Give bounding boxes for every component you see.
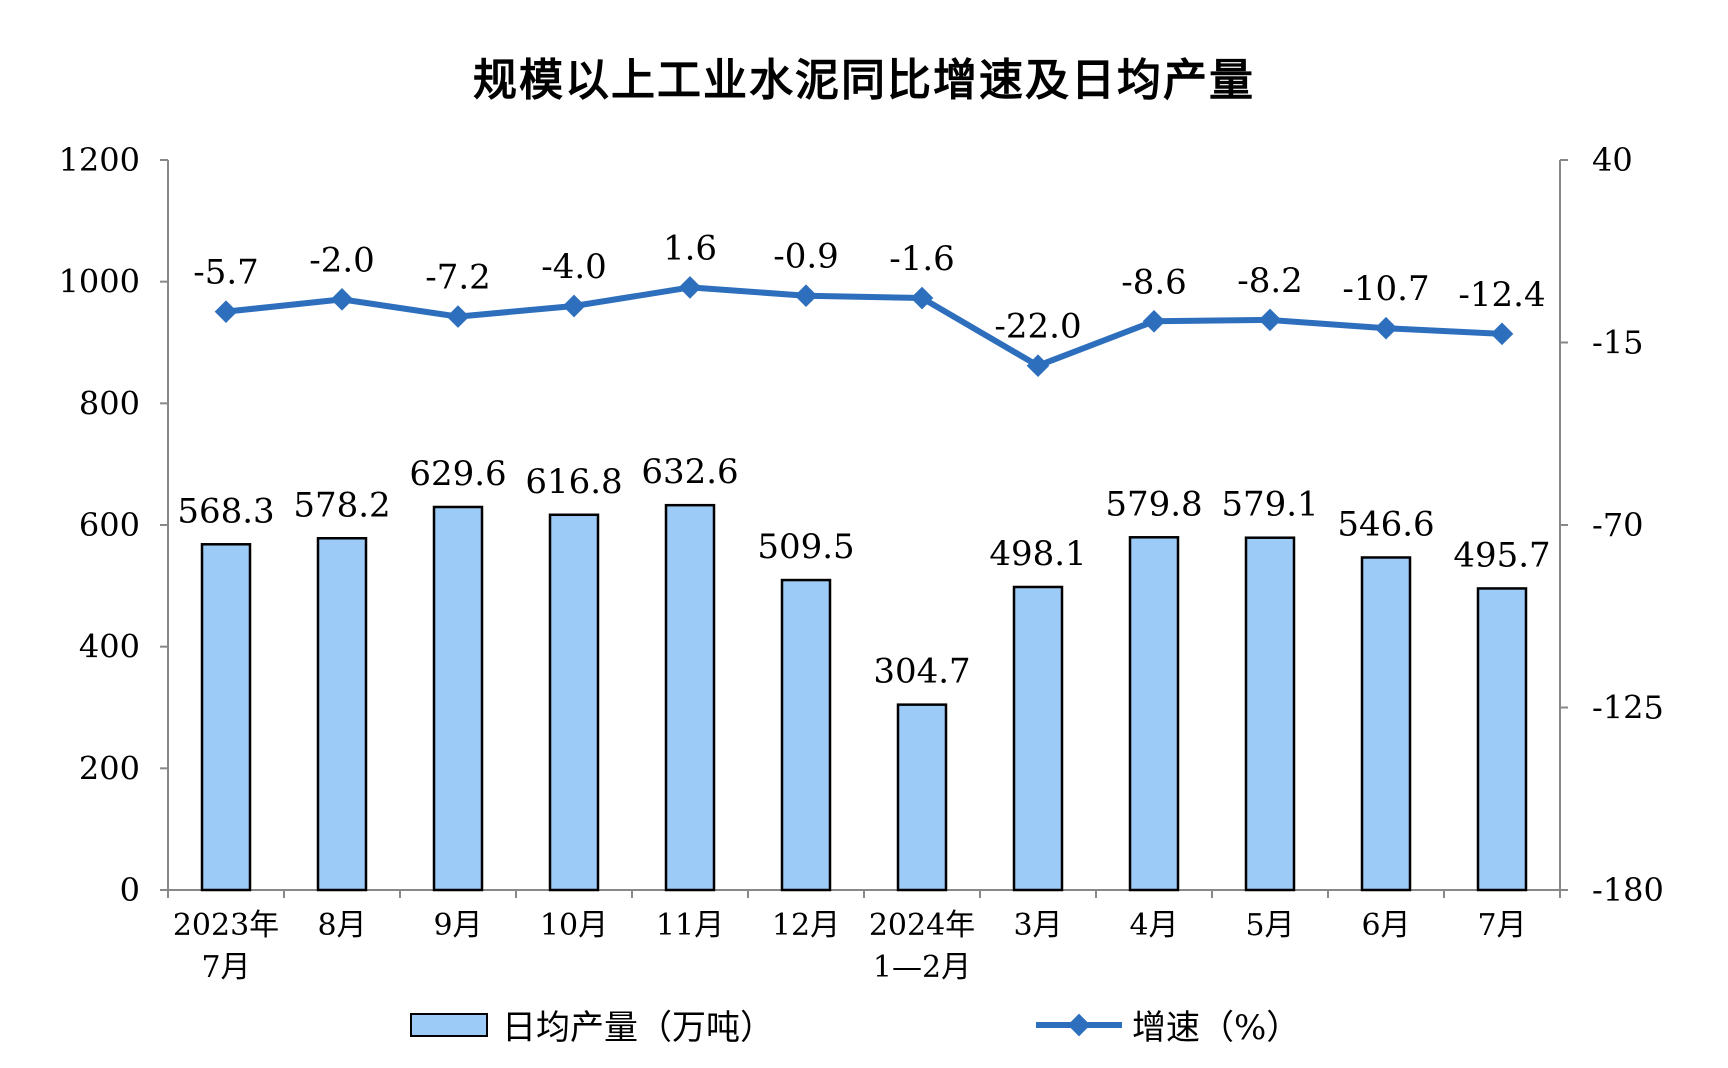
legend-bar-label: 日均产量（万吨） [502, 1008, 774, 1048]
bar [316, 537, 368, 892]
legend-line-swatch [1036, 1013, 1122, 1036]
left-tick-label: 1000 [59, 263, 140, 301]
x-tick-label: 5月 [1245, 908, 1294, 943]
bar [200, 543, 252, 892]
line-data-label: -7.2 [425, 258, 491, 298]
bar-data-label: 579.1 [1221, 485, 1318, 525]
line-point [1490, 322, 1514, 346]
left-tick-label: 400 [79, 628, 140, 666]
line-data-label: 1.6 [663, 228, 717, 268]
x-tick-label: 10月 [540, 908, 608, 943]
bar [780, 578, 832, 892]
line-point [214, 300, 238, 323]
line-series [214, 276, 1514, 378]
line-point [1258, 308, 1282, 332]
bar [432, 505, 484, 892]
chart-title: 规模以上工业水泥同比增速及日均产量 [473, 55, 1255, 106]
bar-labels: 568.3 578.2 629.6 616.8 632.6 509.5 304.7 498.1… [177, 452, 1550, 691]
line-data-label: -12.4 [1458, 275, 1545, 315]
left-tick-label: 600 [79, 506, 140, 544]
line-point [446, 305, 470, 328]
x-tick-label: 4月 [1129, 908, 1178, 943]
bar [1244, 536, 1296, 892]
axes: 0 200 400 600 800 1000 1200 -180 -125 -70 -15 40 [59, 141, 1664, 909]
line-labels: -5.7 -2.0 -7.2 -4.0 1.6 -0.9 -1.6 -22.0 -8.6 -8.2… [193, 228, 1545, 346]
left-tick-label: 1200 [59, 141, 140, 179]
x-tick-label: 12月 [772, 908, 840, 943]
x-tick-label: 7月 [1477, 908, 1526, 943]
x-tick-label: 2024年 [869, 908, 975, 943]
x-tick-labels: 2023年 7月 8月 9月 10月 11月 12月 2024年 1—2月 3月 4月 5月 6月 7月 [173, 908, 1527, 985]
line-point [562, 294, 586, 318]
line-point [1026, 354, 1050, 378]
legend-bar-swatch [410, 1012, 488, 1037]
line-data-label: -2.0 [309, 240, 375, 280]
legend-bar: 日均产量（万吨） [410, 1000, 774, 1049]
bar [1360, 556, 1412, 892]
left-tick-label: 800 [79, 384, 140, 422]
right-tick-label: -125 [1592, 689, 1664, 727]
line-data-label: -8.2 [1237, 261, 1303, 301]
line-data-label: -8.6 [1121, 262, 1187, 302]
x-tick-label: 8月 [317, 908, 366, 943]
bar-data-label: 578.2 [293, 485, 390, 525]
bar [664, 503, 716, 892]
x-tick-label: 11月 [656, 908, 724, 943]
line-data-label: -1.6 [889, 239, 955, 279]
bar [548, 513, 600, 892]
line-point [794, 284, 818, 308]
line-point [1374, 316, 1398, 340]
right-tick-label: -70 [1592, 506, 1644, 544]
x-tick-label: 2023年 [173, 908, 279, 943]
bar-data-label: 616.8 [525, 462, 622, 502]
line-data-label: -22.0 [994, 307, 1081, 347]
right-tick-label: -15 [1592, 324, 1644, 362]
right-tick-label: 40 [1592, 141, 1633, 179]
bar-data-label: 632.6 [641, 452, 738, 492]
bar-data-label: 579.8 [1105, 484, 1202, 524]
line-data-label: -0.9 [773, 237, 839, 277]
bar-data-label: 568.3 [177, 491, 274, 531]
line-data-label: -10.7 [1342, 269, 1429, 309]
x-tick-label: 7月 [201, 950, 250, 985]
x-tick-label: 3月 [1013, 908, 1062, 943]
x-tick-label: 9月 [433, 908, 482, 943]
bar-data-label: 304.7 [873, 652, 970, 692]
bar-data-label: 495.7 [1453, 535, 1550, 575]
line-data-label: -5.7 [193, 253, 259, 293]
left-tick-label: 0 [120, 871, 140, 909]
right-tick-label: -180 [1592, 871, 1664, 909]
bar-series [200, 503, 1528, 892]
bar-data-label: 629.6 [409, 454, 506, 494]
x-tick-label: 6月 [1361, 908, 1410, 943]
bar [1128, 536, 1180, 892]
x-tick-label: 1—2月 [873, 950, 971, 985]
bar [1012, 585, 1064, 892]
legend-line: 增速（%） [1036, 1000, 1300, 1049]
line-point [1142, 309, 1166, 333]
bar-data-label: 546.6 [1337, 504, 1434, 544]
growth-line [225, 284, 1503, 369]
legend-line-label: 增速（%） [1132, 1008, 1301, 1048]
bar-data-label: 498.1 [989, 534, 1086, 574]
line-point [678, 276, 702, 299]
bar-data-label: 509.5 [757, 527, 854, 567]
line-point [910, 286, 934, 310]
line-data-label: -4.0 [541, 247, 607, 287]
line-point [330, 288, 354, 311]
bar [1476, 587, 1528, 892]
bar [896, 703, 948, 892]
left-tick-label: 200 [79, 749, 140, 787]
